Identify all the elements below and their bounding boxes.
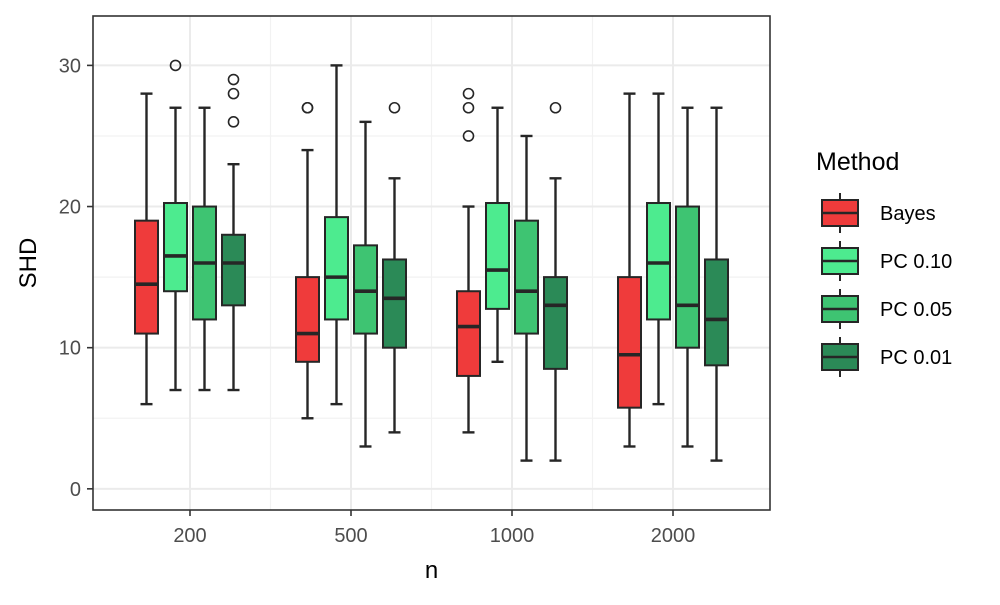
outlier-point	[227, 116, 240, 128]
box-pc-0.01-200	[221, 73, 246, 392]
box-iqr	[456, 290, 481, 377]
box-pc-0.05-1000	[514, 134, 539, 462]
box-iqr	[514, 219, 539, 335]
legend-item: PC 0.05	[821, 289, 952, 329]
outlier-point	[462, 101, 475, 114]
legend-label: PC 0.10	[880, 251, 952, 273]
legend-title: Method	[816, 148, 899, 176]
legend-label: PC 0.05	[880, 299, 952, 321]
box-iqr	[617, 276, 642, 409]
box-pc-0.01-1000	[543, 101, 568, 462]
plot-border	[92, 15, 771, 511]
outlier-point	[227, 87, 240, 100]
box-iqr	[295, 276, 320, 363]
outlier-point	[301, 101, 314, 114]
box-bayes-200	[134, 92, 159, 406]
x-tick-label: 200	[173, 525, 206, 547]
outlier-point	[462, 130, 475, 142]
box-iqr	[704, 258, 729, 367]
x-tick-label: 500	[334, 525, 367, 547]
x-axis-title: n	[425, 557, 438, 584]
box-pc-0.05-200	[192, 106, 217, 392]
box-bayes-1000	[456, 87, 481, 434]
x-tick-label: 2000	[651, 525, 696, 547]
box-bayes-500	[295, 101, 320, 420]
box-iqr	[675, 205, 700, 349]
box-iqr	[543, 276, 568, 370]
x-tick-label: 1000	[490, 525, 535, 547]
box-pc-0.10-2000	[646, 92, 671, 406]
outlier-point	[462, 87, 475, 100]
box-pc-0.05-2000	[675, 106, 700, 448]
legend-label: PC 0.01	[880, 347, 952, 369]
outlier-point	[549, 101, 562, 114]
legend: Method Bayes PC 0.10 PC 0.05 PC 0.01	[816, 148, 952, 377]
legend-label: Bayes	[880, 203, 936, 225]
box-pc-0.10-200	[163, 59, 188, 392]
box-iqr	[485, 202, 510, 310]
box-iqr	[163, 202, 188, 293]
y-axis-title: SHD	[15, 238, 42, 289]
box-pc-0.05-500	[353, 120, 378, 448]
legend-item: PC 0.10	[821, 241, 952, 281]
box-pc-0.01-500	[382, 101, 407, 434]
y-tick-label: 30	[59, 55, 81, 77]
box-pc-0.10-1000	[485, 106, 510, 363]
outlier-point	[388, 101, 401, 114]
box-pc-0.10-500	[324, 64, 349, 406]
box-iqr	[382, 258, 407, 349]
box-iqr	[324, 216, 349, 321]
y-tick-label: 20	[59, 197, 81, 219]
box-iqr	[221, 233, 246, 307]
box-bayes-2000	[617, 92, 642, 448]
legend-item: Bayes	[821, 193, 936, 233]
outlier-point	[227, 73, 240, 86]
axes: 0 10 20 30 200 500 1000 2000	[59, 55, 696, 547]
legend-item: PC 0.01	[821, 337, 952, 377]
y-tick-label: 10	[59, 338, 81, 360]
box-pc-0.01-2000	[704, 106, 729, 462]
box-iqr	[134, 219, 159, 335]
outlier-point	[169, 59, 182, 72]
box-series	[134, 59, 729, 462]
y-tick-label: 0	[70, 479, 81, 501]
